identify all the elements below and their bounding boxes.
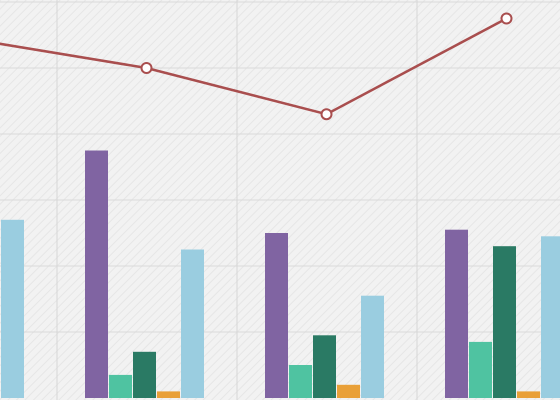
bar-s4-c1: [181, 249, 204, 398]
bar-s0-c2: [265, 233, 288, 398]
bar-s3-c3: [517, 391, 540, 398]
line-point-1: [140, 62, 153, 74]
bar-s4-c2: [361, 295, 384, 398]
line-point-2: [320, 108, 333, 121]
bar-s3-c2: [337, 384, 360, 398]
bar-s1-c3: [469, 341, 492, 398]
bar-s2-c1: [133, 351, 156, 398]
bar-s0-c3: [445, 229, 468, 398]
bar-s1-c2: [289, 365, 312, 398]
bar-s0-c1: [85, 150, 108, 398]
bar-s2-c2: [313, 335, 336, 398]
bar-s4-c3: [541, 236, 560, 398]
bars: [1, 150, 560, 398]
line-path: [0, 17, 508, 116]
line-point-3: [500, 12, 513, 25]
bar-s4-c0: [1, 219, 24, 398]
bar-s3-c1: [157, 391, 180, 398]
bar-s1-c1: [109, 374, 132, 398]
line-series: [0, 12, 513, 121]
bar-s2-c3: [493, 246, 516, 398]
